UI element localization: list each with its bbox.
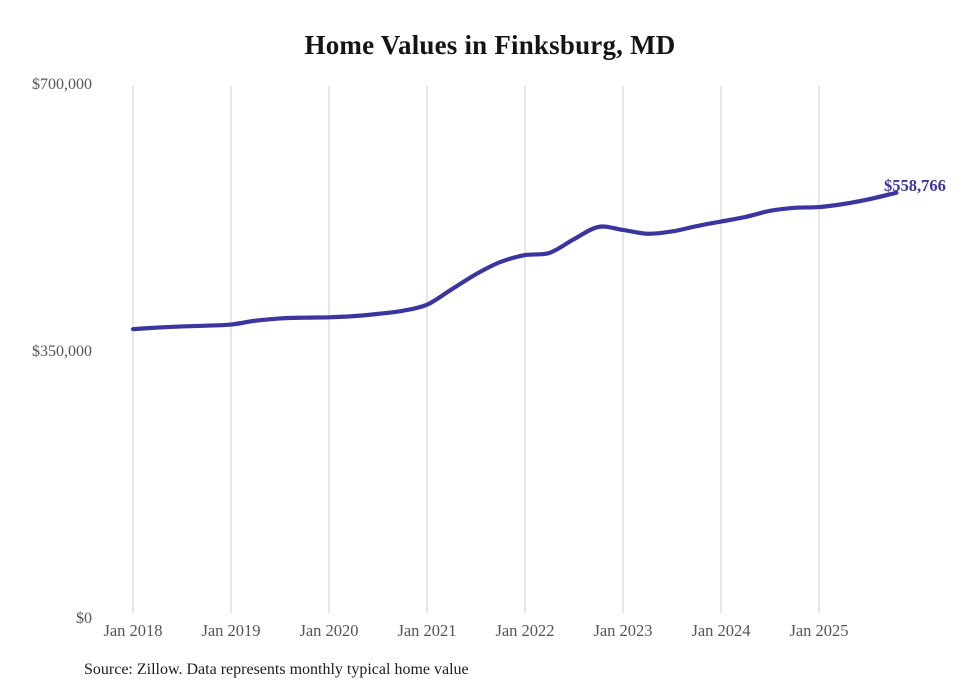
x-axis-tick-jan-2025: Jan 2025	[789, 621, 849, 640]
x-axis-tick-jan-2020: Jan 2020	[299, 621, 359, 640]
y-axis-tick-700000: $700,000	[32, 76, 92, 93]
y-axis-tick-0: $0	[76, 610, 92, 627]
x-axis-tick-jan-2021: Jan 2021	[397, 621, 457, 640]
source-note: Source: Zillow. Data represents monthly …	[84, 661, 469, 678]
x-axis-tick-jan-2023: Jan 2023	[593, 621, 653, 640]
series-line-typical-home-value	[130, 190, 899, 332]
x-axis-tick-jan-2019: Jan 2019	[201, 621, 261, 640]
y-axis-tick-350000: $350,000	[32, 343, 92, 360]
chart-title: Home Values in Finksburg, MD	[304, 30, 676, 60]
x-axis-tick-jan-2022: Jan 2022	[495, 621, 555, 640]
x-axis-tick-jan-2024: Jan 2024	[691, 621, 751, 640]
end-value-annotation: $558,766	[884, 176, 946, 195]
gridlines	[132, 86, 820, 613]
x-axis-tick-jan-2018: Jan 2018	[103, 621, 163, 640]
